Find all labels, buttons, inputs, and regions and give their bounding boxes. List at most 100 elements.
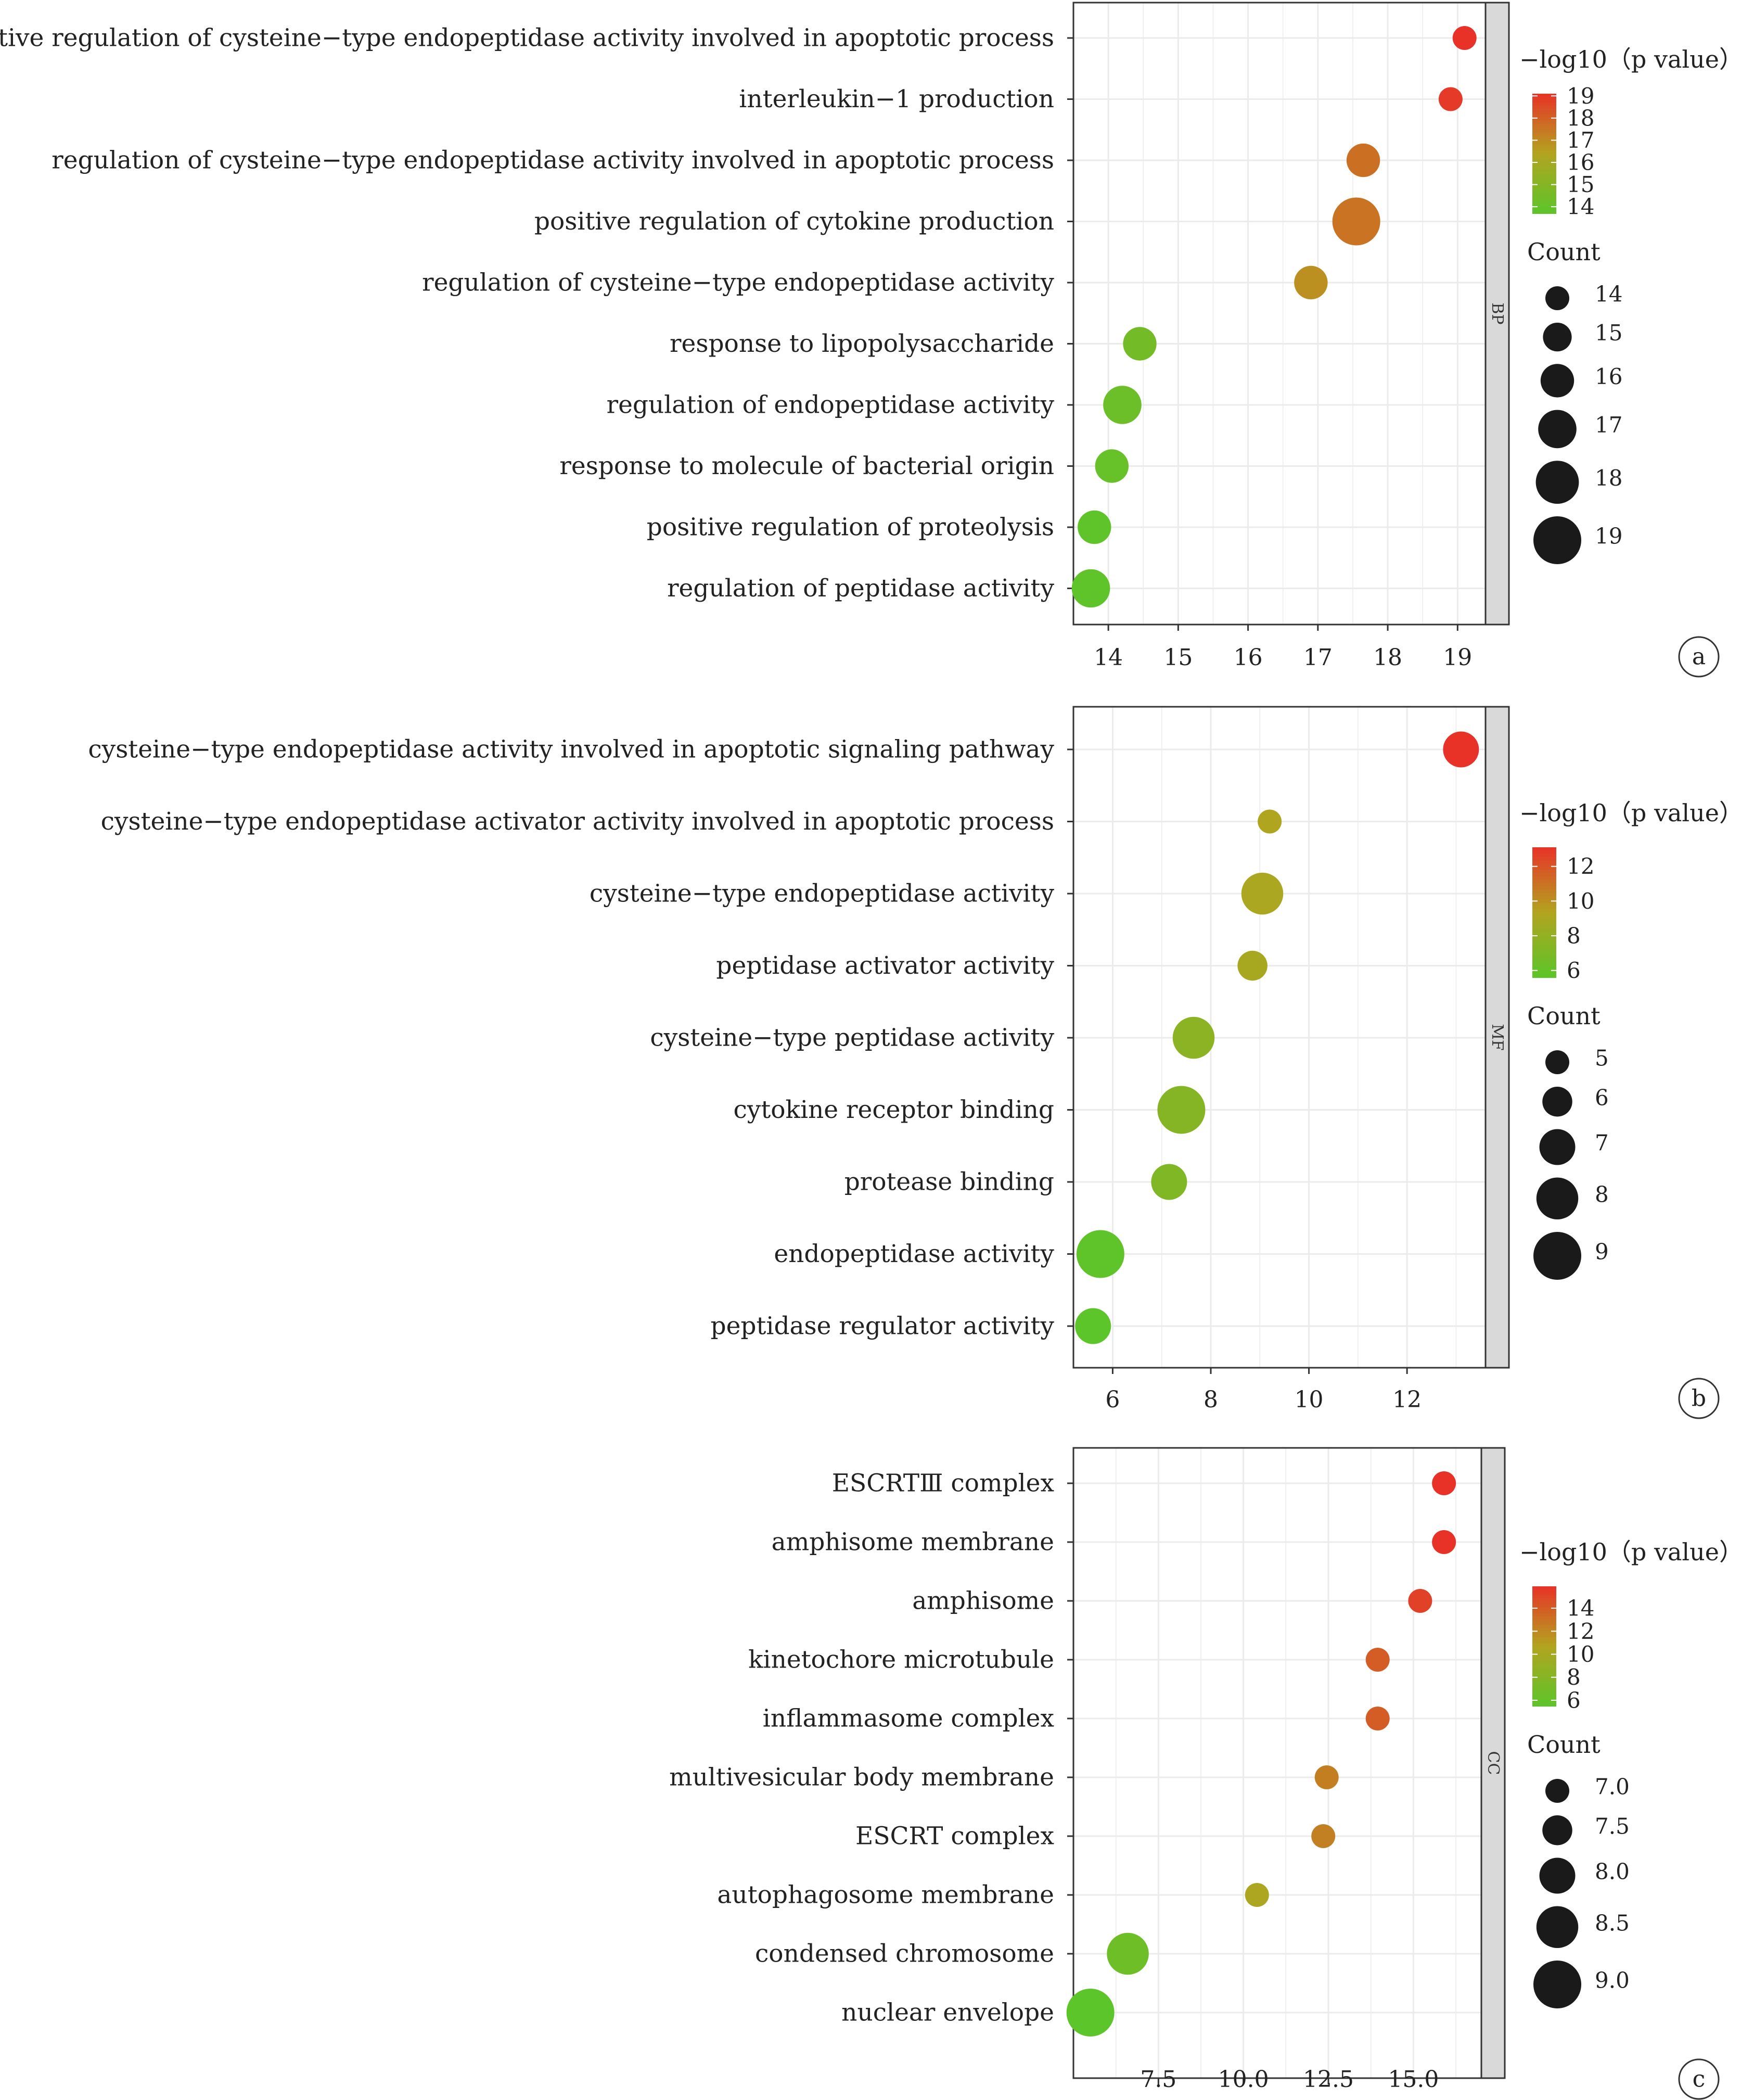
term-label: kinetochore microtubule bbox=[748, 1646, 1054, 1674]
size-legend-label: 7.5 bbox=[1595, 1813, 1630, 1839]
size-legend-label: 17 bbox=[1595, 412, 1622, 438]
data-point bbox=[1075, 1308, 1111, 1344]
color-bar-label: 14 bbox=[1567, 194, 1594, 220]
color-bar-segment bbox=[1532, 99, 1556, 104]
color-bar-segment bbox=[1532, 961, 1556, 965]
facet-strip bbox=[1484, 706, 1510, 1369]
term-label: cytokine receptor binding bbox=[733, 1096, 1054, 1124]
color-bar-label: 16 bbox=[1567, 150, 1594, 175]
color-bar-segment bbox=[1532, 198, 1556, 202]
x-tick-label: 7.5 bbox=[1140, 2066, 1176, 2093]
color-bar-segment bbox=[1532, 941, 1556, 946]
color-bar-segment bbox=[1532, 915, 1556, 920]
color-bar-segment bbox=[1532, 850, 1556, 855]
size-legend-label: 8.0 bbox=[1595, 1859, 1630, 1885]
size-legend-point bbox=[1545, 1050, 1569, 1074]
data-point bbox=[1258, 809, 1282, 834]
size-legend-label: 7.0 bbox=[1595, 1774, 1630, 1800]
x-tick-label: 16 bbox=[1234, 644, 1263, 671]
color-bar-segment bbox=[1532, 922, 1556, 926]
color-bar-segment bbox=[1532, 1613, 1556, 1617]
color-bar-segment bbox=[1532, 1595, 1556, 1599]
color-bar-segment bbox=[1532, 880, 1556, 884]
color-bar-segment bbox=[1532, 103, 1556, 106]
panel-c: CC ESCRTⅢ complex amphisome membrane amphis… bbox=[669, 1447, 1741, 2100]
color-bar-segment bbox=[1532, 168, 1556, 172]
x-tick-label: 8 bbox=[1204, 1386, 1218, 1413]
size-legend-point bbox=[1536, 1906, 1579, 1948]
color-bar-segment bbox=[1532, 860, 1556, 864]
color-bar-label: 6 bbox=[1567, 958, 1581, 983]
color-bar-segment bbox=[1532, 1658, 1556, 1662]
color-bar-segment bbox=[1532, 925, 1556, 930]
color-bar-segment bbox=[1532, 1616, 1556, 1620]
color-bar-segment bbox=[1532, 854, 1556, 858]
term-label: condensed chromosome bbox=[755, 1940, 1054, 1968]
color-bar-segment bbox=[1532, 1670, 1556, 1674]
color-bar-segment bbox=[1532, 201, 1556, 205]
size-legend-label: 9.0 bbox=[1595, 1968, 1630, 1993]
term-label: autophagosome membrane bbox=[717, 1881, 1054, 1910]
color-bar-segment bbox=[1532, 1697, 1556, 1701]
color-bar-segment bbox=[1532, 1610, 1556, 1614]
data-point bbox=[1432, 1471, 1456, 1495]
color-bar-segment bbox=[1532, 1643, 1556, 1647]
data-point bbox=[1346, 143, 1380, 177]
facet-strip bbox=[1480, 1447, 1506, 2079]
color-bar-segment bbox=[1532, 896, 1556, 900]
size-legend-point bbox=[1543, 323, 1572, 352]
color-bar-segment bbox=[1532, 919, 1556, 923]
size-legend-title: Count bbox=[1527, 1730, 1601, 1759]
data-point bbox=[1408, 1589, 1432, 1613]
color-bar-segment bbox=[1532, 207, 1556, 211]
color-bar-segment bbox=[1532, 1649, 1556, 1653]
color-bar-segment bbox=[1532, 1634, 1556, 1638]
term-label: positive regulation of cysteine−type end… bbox=[0, 24, 1054, 53]
term-label: regulation of cysteine−type endopeptidas… bbox=[52, 146, 1054, 175]
term-label: inflammasome complex bbox=[763, 1704, 1054, 1733]
color-bar-segment bbox=[1532, 174, 1556, 178]
term-label: interleukin−1 production bbox=[739, 85, 1054, 113]
size-legend-point bbox=[1545, 1779, 1569, 1803]
size-legend-label: 15 bbox=[1595, 320, 1622, 346]
color-bar-label: 12 bbox=[1567, 1619, 1594, 1644]
term-label: cysteine−type endopeptidase activity bbox=[590, 880, 1055, 908]
facet-label: BP bbox=[1488, 302, 1506, 324]
color-bar-label: 14 bbox=[1567, 1596, 1594, 1621]
data-point bbox=[1294, 265, 1328, 300]
data-point bbox=[1095, 449, 1129, 483]
color-bar-segment bbox=[1532, 954, 1556, 959]
color-bar-segment bbox=[1532, 166, 1556, 169]
panel-letter: c bbox=[1693, 2066, 1706, 2093]
color-bar-segment bbox=[1532, 873, 1556, 877]
color-bar-segment bbox=[1532, 130, 1556, 133]
term-label: ESCRT complex bbox=[855, 1822, 1054, 1851]
color-bar-segment bbox=[1532, 114, 1556, 118]
color-bar-segment bbox=[1532, 893, 1556, 897]
color-bar-segment bbox=[1532, 159, 1556, 163]
color-bar-segment bbox=[1532, 971, 1556, 975]
size-legend-label: 6 bbox=[1595, 1085, 1609, 1110]
term-label: amphisome membrane bbox=[772, 1528, 1054, 1557]
color-bar-segment bbox=[1532, 118, 1556, 121]
color-bar-segment bbox=[1532, 899, 1556, 903]
color-bar-segment bbox=[1532, 154, 1556, 157]
panel-letter-circle bbox=[1678, 2058, 1720, 2100]
panel-letter: a bbox=[1692, 644, 1706, 670]
color-bar-segment bbox=[1532, 126, 1556, 130]
color-bar-segment bbox=[1532, 204, 1556, 208]
data-point bbox=[1071, 569, 1110, 608]
color-bar-label: 10 bbox=[1567, 1641, 1594, 1667]
color-bar-segment bbox=[1532, 1625, 1556, 1629]
color-bar-segment bbox=[1532, 1679, 1556, 1683]
size-legend-point bbox=[1533, 1961, 1581, 2008]
color-bar-segment bbox=[1532, 912, 1556, 917]
size-legend-point bbox=[1533, 1232, 1581, 1280]
size-legend-point bbox=[1538, 410, 1577, 449]
x-tick-label: 17 bbox=[1303, 644, 1333, 671]
color-bar-segment bbox=[1532, 876, 1556, 881]
data-point bbox=[1332, 197, 1380, 246]
size-legend-label: 16 bbox=[1595, 364, 1622, 389]
color-bar-segment bbox=[1532, 210, 1556, 214]
